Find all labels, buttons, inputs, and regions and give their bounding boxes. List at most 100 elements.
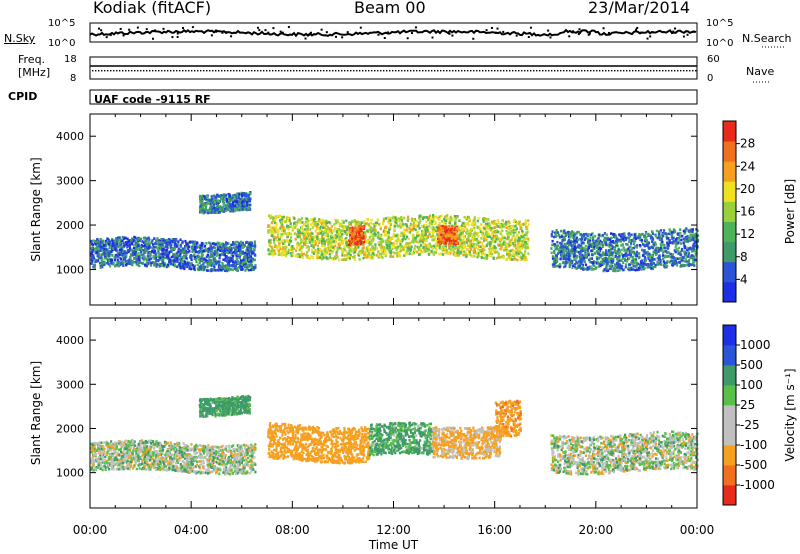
echo-cell <box>208 255 211 258</box>
echo-cell <box>101 248 104 252</box>
echo-cell <box>341 252 344 255</box>
echo-cell <box>202 262 205 265</box>
echo-cell <box>454 252 457 255</box>
echo-cell <box>167 241 170 244</box>
echo-cell <box>185 265 188 268</box>
echo-cell <box>187 261 190 265</box>
echo-cell <box>409 228 412 232</box>
nave-dot <box>572 70 574 72</box>
echo-cell <box>161 243 164 246</box>
echo-cell <box>115 244 118 248</box>
echo-cell <box>357 231 360 234</box>
echo-cell <box>352 234 355 237</box>
echo-cell <box>162 250 166 253</box>
echo-cell <box>221 198 224 202</box>
echo-cell <box>284 249 287 253</box>
echo-cell <box>416 230 419 234</box>
echo-cell <box>148 238 151 241</box>
echo-cell <box>155 259 158 262</box>
echo-region <box>198 191 252 215</box>
echo-cell <box>213 206 216 210</box>
echo-cell <box>405 252 408 256</box>
echo-cell <box>450 231 453 235</box>
echo-cell <box>320 229 323 233</box>
echo-cell <box>275 216 279 219</box>
echo-cell <box>345 238 348 242</box>
echo-cell <box>461 248 464 252</box>
echo-cell <box>221 208 224 211</box>
echo-cell <box>512 231 515 235</box>
echo-cell <box>273 221 277 225</box>
echo-cell <box>149 264 153 267</box>
noise-dot <box>602 27 605 30</box>
echo-cell <box>360 221 364 224</box>
echo-cell <box>379 227 382 231</box>
echo-cell <box>339 231 342 234</box>
echo-cell <box>168 243 171 246</box>
nave-dot <box>614 70 616 72</box>
echo-cell <box>510 238 513 242</box>
echo-cell <box>299 218 302 222</box>
echo-cell <box>480 223 483 227</box>
echo-cell <box>209 207 212 210</box>
echo-cell <box>372 229 375 232</box>
nave-dot <box>350 70 352 72</box>
echo-cell <box>224 195 227 199</box>
echo-cell <box>301 256 304 259</box>
echo-cell <box>136 263 139 267</box>
echo-cell <box>359 249 362 253</box>
echo-cell <box>362 249 365 252</box>
echo-cell <box>369 232 372 235</box>
echo-cell <box>217 195 221 198</box>
echo-cell <box>511 224 514 228</box>
nave-dot <box>230 70 232 72</box>
nave-dot <box>371 70 373 72</box>
nave-dot <box>431 70 433 72</box>
echo-cell <box>327 242 330 245</box>
echo-cell <box>225 198 228 201</box>
echo-cell <box>248 200 252 203</box>
echo-cell <box>395 234 398 238</box>
echo-cell <box>384 248 387 252</box>
echo-cell <box>397 224 400 228</box>
echo-cell <box>290 239 293 243</box>
echo-cell <box>100 262 103 265</box>
echo-cell <box>182 250 185 254</box>
echo-cell <box>476 226 480 230</box>
echo-cell <box>334 257 337 260</box>
echo-cell <box>241 206 244 209</box>
echo-cell <box>524 240 527 244</box>
echo-cell <box>209 258 212 262</box>
echo-cell <box>610 267 613 271</box>
echo-cell <box>501 234 504 238</box>
echo-cell <box>336 248 339 252</box>
echo-cell <box>362 226 365 229</box>
echo-cell <box>219 249 222 253</box>
echo-cell <box>516 258 519 262</box>
echo-cell <box>343 224 346 228</box>
echo-cell <box>322 230 325 234</box>
echo-cell <box>372 246 375 250</box>
echo-cell <box>303 234 306 238</box>
echo-cell <box>247 241 250 244</box>
echo-cell <box>424 233 427 236</box>
echo-cell <box>476 239 479 243</box>
echo-cell <box>470 223 473 227</box>
echo-cell <box>513 253 516 257</box>
echo-cell <box>388 218 391 221</box>
echo-cell <box>117 255 120 258</box>
echo-cell <box>311 251 314 254</box>
echo-cell <box>488 222 491 225</box>
echo-cell <box>275 222 278 226</box>
echo-cell <box>210 195 213 198</box>
echo-cell <box>365 246 368 249</box>
echo-cell <box>388 221 391 225</box>
noise-dot <box>346 31 349 34</box>
echo-cell <box>323 252 326 255</box>
noise-dot <box>572 30 575 33</box>
echo-cell <box>221 210 225 213</box>
echo-cell <box>309 235 313 238</box>
echo-cell <box>421 234 424 237</box>
echo-cell <box>251 244 254 248</box>
nave-dot <box>467 70 469 72</box>
